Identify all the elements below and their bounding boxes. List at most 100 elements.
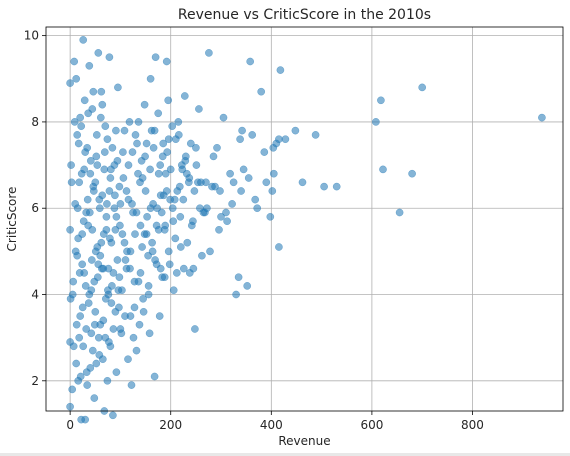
data-point <box>238 126 246 135</box>
data-point <box>140 100 149 109</box>
data-point <box>206 247 214 256</box>
data-point <box>150 126 159 135</box>
data-point <box>135 320 144 329</box>
data-point <box>68 290 77 299</box>
data-point <box>109 325 118 333</box>
data-point <box>173 187 182 195</box>
data-point <box>377 96 385 105</box>
data-point <box>113 256 122 264</box>
data-point <box>141 152 149 161</box>
data-point <box>68 385 77 394</box>
x-tick-label: 400 <box>260 418 283 432</box>
data-point <box>136 221 145 230</box>
data-point <box>168 204 177 213</box>
data-point <box>125 118 134 126</box>
data-point <box>112 126 120 135</box>
data-point <box>260 148 269 156</box>
data-point <box>148 247 157 256</box>
data-point <box>118 230 127 238</box>
data-point <box>130 303 139 312</box>
data-point <box>116 200 125 208</box>
data-point <box>538 113 546 122</box>
data-point <box>275 243 283 251</box>
data-point <box>86 156 95 165</box>
data-point <box>116 221 124 230</box>
data-point <box>78 303 87 312</box>
data-point <box>266 212 275 221</box>
data-point <box>74 139 83 148</box>
data-point <box>79 342 88 351</box>
data-point <box>90 394 99 402</box>
data-point <box>111 307 120 316</box>
data-point <box>112 368 121 377</box>
bottom-strip <box>0 453 570 456</box>
data-point <box>106 342 115 351</box>
data-point <box>92 131 101 139</box>
data-point <box>160 225 169 234</box>
data-point <box>229 178 238 187</box>
data-point <box>136 269 145 277</box>
data-point <box>179 264 188 273</box>
data-point <box>85 61 94 70</box>
data-point <box>191 325 199 333</box>
data-point <box>114 286 123 295</box>
data-point <box>80 269 89 277</box>
data-point <box>66 79 74 87</box>
data-point <box>171 234 180 243</box>
data-point <box>194 178 202 187</box>
data-point <box>106 174 115 182</box>
data-point <box>148 238 156 247</box>
data-point <box>239 165 248 174</box>
data-point <box>181 156 190 165</box>
data-point <box>153 204 161 213</box>
data-point <box>166 195 175 204</box>
data-point <box>155 312 164 320</box>
data-point <box>67 178 76 187</box>
data-point <box>70 57 79 66</box>
data-point <box>199 208 208 217</box>
data-point <box>158 273 167 282</box>
data-point <box>257 87 266 96</box>
data-point <box>115 273 124 282</box>
data-point <box>216 187 224 195</box>
data-point <box>78 260 87 269</box>
data-point <box>179 195 188 204</box>
data-point <box>243 282 252 290</box>
data-point <box>103 376 112 385</box>
data-point <box>67 161 75 169</box>
y-tick-label: 4 <box>31 288 39 302</box>
data-point <box>149 143 158 152</box>
data-point <box>87 256 96 264</box>
chart-title: Revenue vs CriticScore in the 2010s <box>178 7 431 23</box>
data-point <box>217 212 225 221</box>
data-point <box>108 282 116 290</box>
data-point <box>269 143 278 152</box>
data-point <box>94 333 103 342</box>
data-point <box>107 299 116 307</box>
data-point <box>121 256 130 264</box>
data-point <box>120 238 129 247</box>
data-point <box>73 131 82 139</box>
data-point <box>142 139 151 148</box>
data-point <box>97 87 106 96</box>
data-point <box>107 238 116 247</box>
data-point <box>91 307 100 316</box>
data-point <box>98 100 107 109</box>
data-point <box>95 195 104 204</box>
data-point <box>81 148 90 156</box>
data-point <box>154 169 163 178</box>
data-point <box>120 126 129 135</box>
data-point <box>105 53 114 62</box>
data-point <box>109 411 117 420</box>
data-point <box>124 195 133 204</box>
data-point <box>108 143 117 152</box>
data-point <box>139 307 148 316</box>
data-point <box>79 36 88 44</box>
data-point <box>116 325 125 333</box>
data-point <box>83 381 92 389</box>
data-point <box>192 143 200 152</box>
data-point <box>164 96 173 105</box>
data-point <box>192 161 201 169</box>
data-point <box>109 269 118 277</box>
data-point <box>84 109 93 118</box>
